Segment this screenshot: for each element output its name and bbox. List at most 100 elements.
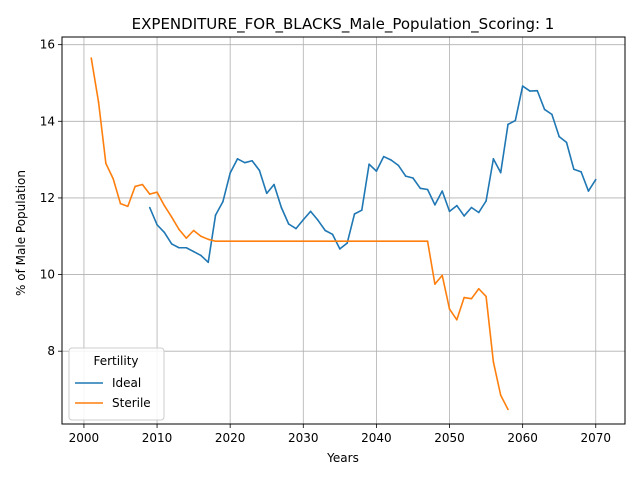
data-point — [243, 161, 246, 164]
data-point — [382, 240, 385, 243]
legend-items: Ideal Sterile — [75, 376, 151, 410]
legend-title: Fertility — [93, 354, 138, 368]
data-point — [309, 210, 312, 213]
data-point — [200, 235, 202, 238]
data-point — [251, 159, 253, 162]
data-point — [543, 108, 546, 111]
data-point — [302, 218, 305, 221]
data-point — [521, 85, 524, 87]
data-point — [558, 135, 560, 138]
data-point — [536, 89, 539, 92]
data-point — [390, 159, 392, 161]
data-point — [397, 240, 400, 243]
data-point — [273, 183, 275, 186]
data-point — [148, 193, 151, 195]
data-point — [287, 240, 290, 243]
data-point — [492, 361, 495, 363]
data-point — [258, 169, 261, 172]
data-point — [448, 210, 451, 213]
data-point — [170, 216, 173, 218]
data-point — [265, 192, 268, 195]
data-point — [156, 223, 158, 226]
data-point — [148, 206, 151, 209]
chart-title: EXPENDITURE_FOR_BLACKS_Male_Population_S… — [132, 15, 555, 34]
grid-lines — [62, 37, 625, 424]
data-point — [441, 190, 444, 192]
data-point — [163, 204, 166, 207]
data-point — [565, 141, 568, 144]
data-point — [295, 227, 297, 230]
data-point — [412, 240, 414, 243]
data-point — [324, 240, 327, 243]
legend-box — [68, 347, 165, 421]
series-sterile — [90, 57, 509, 411]
data-point — [529, 90, 531, 92]
data-point — [404, 240, 407, 243]
data-point — [236, 240, 239, 243]
data-point — [368, 163, 370, 166]
data-point — [134, 185, 136, 188]
data-point — [207, 238, 210, 241]
data-point — [353, 213, 356, 215]
data-point — [477, 287, 480, 290]
data-point — [170, 243, 173, 245]
data-point — [397, 164, 400, 167]
data-point — [375, 240, 378, 243]
data-point — [499, 171, 502, 174]
plot-area — [61, 36, 626, 425]
data-point — [105, 162, 107, 165]
legend-label: Sterile — [112, 396, 151, 410]
data-point — [273, 240, 275, 243]
data-point — [470, 206, 473, 209]
data-point — [200, 254, 202, 257]
data-point — [485, 295, 487, 298]
data-point — [243, 240, 246, 243]
data-point — [434, 283, 436, 285]
legend: Fertility Ideal Sterile — [68, 347, 165, 421]
data-point — [112, 177, 114, 180]
data-point — [236, 158, 239, 160]
data-point — [594, 178, 597, 181]
data-point — [412, 177, 414, 179]
y-tick-label: 10 — [40, 268, 55, 282]
data-point — [353, 240, 356, 243]
data-point — [382, 155, 385, 158]
data-point — [317, 240, 319, 243]
series-line — [149, 85, 597, 264]
data-point — [222, 200, 224, 203]
data-point — [463, 215, 465, 217]
data-point — [456, 204, 458, 207]
x-tick-label: 2050 — [434, 431, 465, 445]
data-point — [192, 229, 195, 232]
legend-label: Ideal — [112, 376, 141, 390]
x-axis-label: Years — [326, 451, 359, 465]
data-point — [97, 101, 100, 103]
data-point — [507, 123, 509, 126]
data-point — [119, 202, 122, 205]
data-point — [339, 240, 341, 243]
data-point — [251, 240, 253, 243]
data-point — [441, 274, 444, 277]
data-point — [419, 187, 422, 190]
data-point — [368, 240, 370, 243]
series-line — [90, 57, 509, 410]
y-tick-label: 12 — [40, 191, 55, 205]
data-point — [214, 214, 217, 216]
series-layer — [90, 57, 597, 411]
data-point — [222, 240, 224, 243]
data-point — [404, 175, 407, 177]
data-point — [456, 318, 458, 321]
x-tick-label: 2060 — [507, 431, 538, 445]
data-point — [185, 237, 188, 239]
data-point — [448, 308, 451, 310]
data-point — [331, 240, 334, 243]
data-point — [265, 240, 268, 243]
data-point — [192, 250, 195, 253]
data-point — [434, 204, 436, 206]
data-point — [346, 240, 348, 243]
data-point — [587, 190, 590, 192]
data-point — [426, 240, 429, 243]
data-point — [514, 119, 517, 122]
data-point — [302, 240, 305, 243]
